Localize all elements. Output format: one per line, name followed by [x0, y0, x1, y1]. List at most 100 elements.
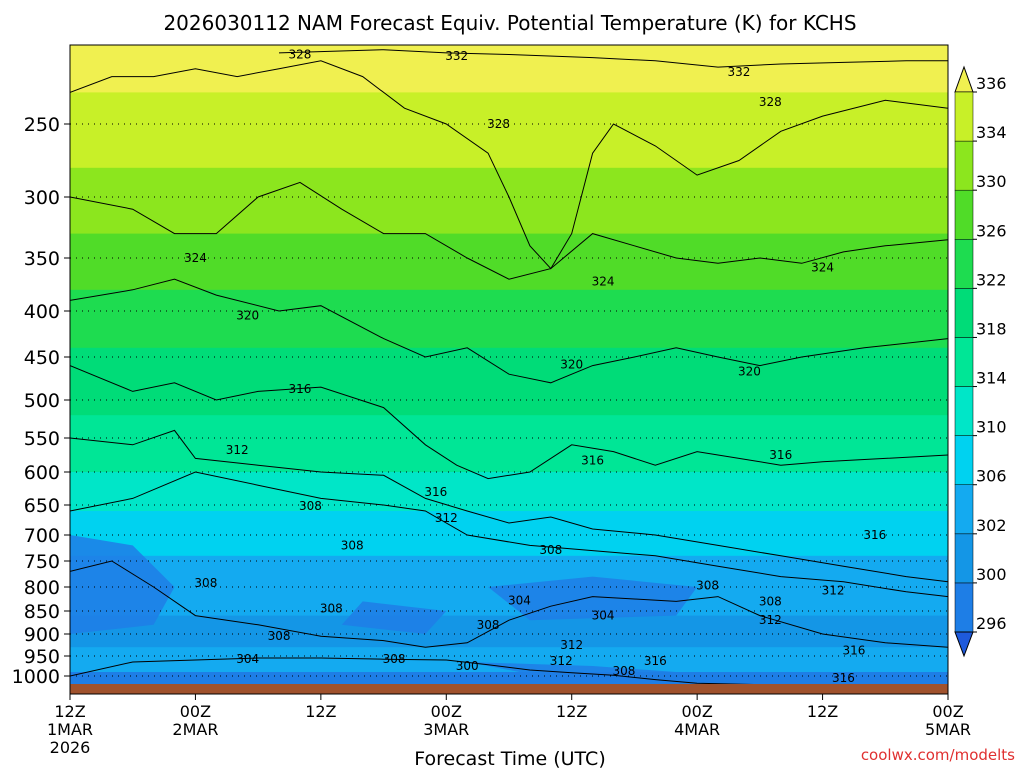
- colorbar-band: [954, 140, 974, 191]
- contour-label: 308: [759, 594, 782, 608]
- colorbar-tick-label: 330: [976, 172, 1007, 191]
- contour-lines: [70, 49, 948, 685]
- x-tick-label: 00Z: [180, 702, 211, 721]
- contour-label: 332: [727, 65, 750, 79]
- contour-label: 300: [456, 659, 479, 673]
- contour-label: 308: [194, 576, 217, 590]
- contour-label: 324: [184, 251, 207, 265]
- colorbar-band: [954, 435, 974, 485]
- contour-label: 316: [288, 382, 311, 396]
- colorbar-tick-label: 302: [976, 516, 1007, 535]
- fill-band: [70, 167, 948, 235]
- x-tick-label: 2026: [50, 738, 91, 757]
- contour-label: 312: [435, 511, 458, 525]
- colorbar-tick-label: 336: [976, 74, 1007, 93]
- contour-308-1: [70, 560, 948, 648]
- x-tick-label: 2MAR: [172, 720, 218, 739]
- chart-title: 2026030112 NAM Forecast Equiv. Potential…: [163, 11, 856, 35]
- y-tick-label: 850: [24, 601, 60, 623]
- contour-label: 328: [759, 95, 782, 109]
- contour-label: 308: [696, 578, 719, 592]
- colorbar-band: [954, 337, 974, 387]
- colorbar-tick-label: 318: [976, 319, 1007, 338]
- y-tick-label: 450: [24, 347, 60, 369]
- x-tick-label: 3MAR: [423, 720, 469, 739]
- colorbar-tick-label: 310: [976, 418, 1007, 437]
- colorbar: 296 300 302 306 310 314 318 322 326 330 334 336: [954, 65, 1007, 658]
- contour-label: 308: [383, 652, 406, 666]
- contour-label: 308: [299, 499, 322, 513]
- x-tick-label: 12Z: [305, 702, 336, 721]
- contour-label: 328: [288, 47, 311, 61]
- y-tick-label: 350: [24, 248, 60, 270]
- contour-label: 316: [832, 671, 855, 685]
- x-tick-label: 1MAR: [47, 720, 93, 739]
- plot-frame: [69, 44, 949, 695]
- fill-band: [70, 92, 948, 169]
- contour-label: 324: [592, 274, 615, 288]
- y-tick-label: 750: [24, 551, 60, 573]
- contour-labels: 328 332 332 328 328 324 324 324 320 320 320 316 316 3…: [184, 47, 886, 685]
- contour-label: 308: [539, 543, 562, 557]
- contour-label: 328: [487, 117, 510, 131]
- y-tick-label: 250: [24, 114, 60, 136]
- y-axis: 2503003504004505005506006507007508008509…: [12, 114, 70, 688]
- y-tick-label: 600: [24, 462, 60, 484]
- colorbar-band: [954, 386, 974, 436]
- cold-pool: [467, 662, 677, 674]
- contour-label: 320: [236, 309, 259, 323]
- colorbar-band: [954, 189, 974, 240]
- colorbar-tick-label: 334: [976, 123, 1007, 142]
- colorbar-tick-label: 314: [976, 369, 1007, 388]
- x-axis-label: Forecast Time (UTC): [414, 748, 605, 768]
- y-tick-label: 700: [24, 525, 60, 547]
- y-tick-label: 950: [24, 646, 60, 668]
- colorbar-band: [954, 288, 974, 338]
- contour-label: 304: [508, 593, 531, 607]
- contour-label: 308: [613, 664, 636, 678]
- contour-324-6: [70, 181, 948, 280]
- contour-label: 312: [560, 638, 583, 652]
- fill-band: [70, 615, 948, 648]
- colorbar-band: [954, 239, 974, 289]
- y-tick-label: 400: [24, 301, 60, 323]
- contour-label: 308: [341, 538, 364, 552]
- x-tick-label: 00Z: [431, 702, 462, 721]
- contour-332-8: [278, 49, 948, 68]
- y-tick-label: 650: [24, 495, 60, 517]
- y-tick-label: 1000: [12, 666, 60, 688]
- colorbar-bottom-arrow: [954, 631, 974, 658]
- colorbar-band: [954, 484, 974, 535]
- colorbar-tick-label: 296: [976, 614, 1007, 633]
- x-tick-label: 12Z: [556, 702, 587, 721]
- colorbar-tick-label: 306: [976, 467, 1007, 486]
- contour-label: 308: [268, 629, 291, 643]
- colorbar-band: [954, 533, 974, 584]
- cold-pool: [341, 601, 447, 634]
- contour-label: 308: [477, 618, 500, 632]
- contour-label: 316: [644, 654, 667, 668]
- x-tick-label: 00Z: [932, 702, 963, 721]
- contour-label: 316: [424, 485, 447, 499]
- contour-label: 304: [236, 652, 259, 666]
- y-tick-label: 900: [24, 624, 60, 646]
- fill-band: [70, 45, 948, 93]
- x-tick-label: 12Z: [807, 702, 838, 721]
- contour-328-7: [70, 60, 948, 270]
- contour-label: 316: [769, 448, 792, 462]
- contour-312-3: [70, 429, 948, 583]
- x-tick-label: 12Z: [54, 702, 85, 721]
- contour-label: 332: [445, 49, 468, 63]
- contour-label: 316: [842, 644, 865, 658]
- ground-strip: [70, 684, 948, 694]
- contour-label: 312: [759, 613, 782, 627]
- contour-label: 312: [822, 583, 845, 597]
- contour-label: 304: [592, 609, 615, 623]
- contour-320-5: [70, 278, 948, 384]
- contour-label: 316: [581, 453, 604, 467]
- x-tick-label: 4MAR: [674, 720, 720, 739]
- credit-text: coolwx.com/modelts: [861, 746, 1015, 764]
- contour-label: 308: [320, 602, 343, 616]
- grid-lines: [70, 123, 948, 677]
